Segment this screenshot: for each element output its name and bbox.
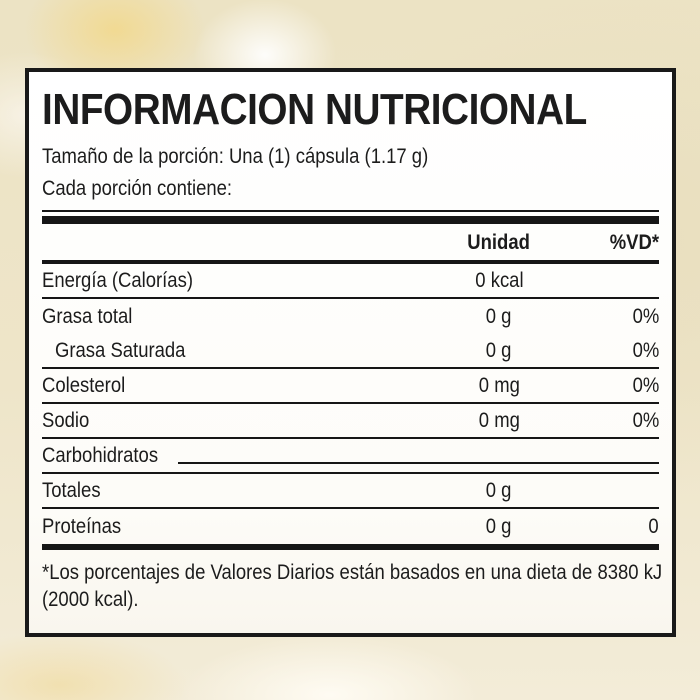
- row-unit-value: 0 mg: [478, 373, 520, 397]
- row-name: Sodio: [42, 408, 90, 432]
- row-dv-value: 0%: [632, 408, 659, 432]
- table-body: Energía (Calorías) 0 kcal Grasa total 0 …: [42, 264, 659, 544]
- serving-contains-line: Cada porción contiene:: [42, 177, 233, 200]
- nutrition-label: INFORMACION NUTRICIONAL Tamaño de la por…: [25, 68, 676, 637]
- row-unit-value: 0 g: [486, 338, 512, 362]
- row-unit-value: 0 g: [486, 304, 512, 328]
- table-row: Totales 0 g: [42, 474, 659, 509]
- row-name: Proteínas: [42, 514, 122, 538]
- column-header-vd: %VD*: [609, 231, 659, 254]
- table-row: Sodio 0 mg 0%: [42, 404, 659, 439]
- row-name: Energía (Calorías): [42, 268, 193, 292]
- label-title: INFORMACION NUTRICIONAL: [42, 86, 659, 134]
- row-dv-value: [569, 479, 659, 503]
- table-row: Grasa total 0 g 0%: [42, 299, 659, 334]
- table-row: Proteínas 0 g 0: [42, 509, 659, 544]
- table-row: Grasa Saturada 0 g 0%: [42, 334, 659, 369]
- header-top-thin-rule: [42, 210, 659, 212]
- column-header-unidad: Unidad: [467, 231, 531, 254]
- row-dv-value: 0%: [632, 373, 659, 397]
- row-leader-line: [177, 462, 659, 464]
- row-unit-value: 0 g: [486, 478, 512, 502]
- label-title-text: INFORMACION NUTRICIONAL: [42, 85, 587, 134]
- footnote-line-2: (2000 kcal).: [42, 588, 139, 611]
- table-row: Carbohidratos: [42, 439, 659, 474]
- row-name: Carbohidratos: [42, 443, 159, 467]
- row-dv-value: [569, 269, 659, 293]
- footnote-line-1: *Los porcentajes de Valores Diarios está…: [42, 561, 663, 584]
- row-name: Grasa total: [42, 304, 133, 328]
- row-name: Colesterol: [42, 373, 126, 397]
- header-top-thick-rule: [42, 216, 659, 224]
- row-dv-value: 0%: [632, 338, 659, 362]
- footnote: *Los porcentajes de Valores Diarios está…: [42, 550, 663, 613]
- table-row: Energía (Calorías) 0 kcal: [42, 264, 659, 299]
- table-bottom-rule: [42, 544, 659, 550]
- row-unit-value: 0 g: [486, 514, 512, 538]
- serving-size-line: Tamaño de la porción: Una (1) cápsula (1…: [42, 145, 429, 168]
- table-row: Colesterol 0 mg 0%: [42, 369, 659, 404]
- table-header-row: Unidad %VD*: [42, 224, 659, 260]
- row-unit-value: 0 kcal: [474, 268, 524, 292]
- header-bottom-rule: [42, 260, 659, 264]
- row-dv-value: 0%: [632, 304, 659, 328]
- row-name: Totales: [42, 478, 101, 502]
- row-dv-value: 0: [648, 514, 659, 538]
- row-name: Grasa Saturada: [55, 338, 186, 362]
- row-unit-value: 0 mg: [478, 408, 520, 432]
